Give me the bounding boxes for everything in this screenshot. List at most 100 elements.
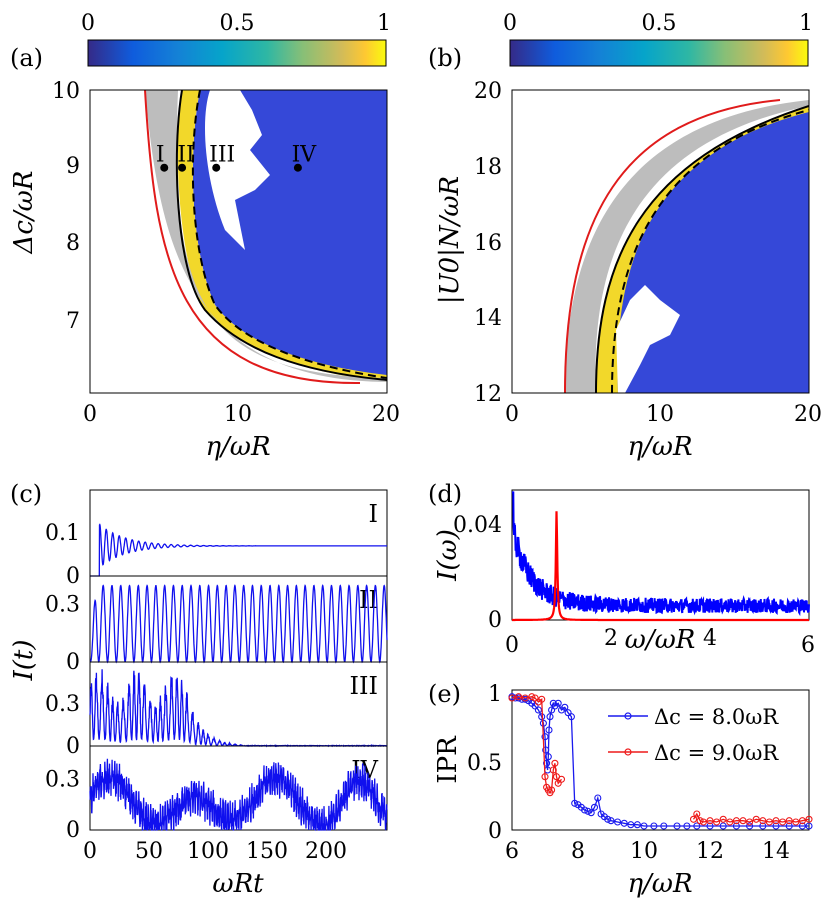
d-xtick-2: 2 bbox=[604, 626, 618, 651]
c-I-ytick-0: 0 bbox=[66, 564, 80, 589]
e-series-1-point bbox=[696, 817, 704, 825]
e-ytick-0: 0 bbox=[488, 819, 502, 844]
axes-a-frame bbox=[89, 89, 388, 394]
e-series-1-point bbox=[759, 817, 767, 825]
a-ytick-8: 8 bbox=[66, 231, 80, 256]
e-legend bbox=[599, 695, 805, 769]
e-series-0-point bbox=[546, 713, 554, 721]
heatmap-b bbox=[512, 90, 809, 393]
a-point-II bbox=[178, 163, 187, 172]
e-series-0-point bbox=[660, 822, 668, 830]
a-point-IV bbox=[293, 163, 302, 172]
b-ytick-12: 12 bbox=[474, 382, 502, 407]
e-series-0-point bbox=[594, 794, 602, 802]
a-point-I bbox=[160, 163, 169, 172]
e-series-1-point bbox=[515, 693, 523, 701]
c-xtick-50: 50 bbox=[135, 839, 163, 864]
c-III-ytick-1: 0.3 bbox=[45, 692, 80, 717]
e-series-1-point bbox=[548, 786, 556, 794]
panel-b: (b) 0 0.5 1 0 10 20 η/ωR 12 14 16 18 20 … bbox=[428, 11, 822, 462]
e-series-0-point bbox=[584, 807, 592, 815]
e-series-1-point bbox=[689, 815, 698, 823]
heatmap-a-white-island bbox=[205, 90, 270, 250]
e-series-1-point bbox=[739, 817, 747, 825]
e-xtick-6: 6 bbox=[505, 839, 519, 864]
axes-b-frame bbox=[511, 89, 810, 394]
e-series-1-point bbox=[765, 818, 773, 826]
e-series-0-point bbox=[746, 822, 754, 830]
heatmap-b-black-curve bbox=[595, 105, 809, 393]
panel-e-label: (e) bbox=[428, 680, 461, 708]
e-series-1-point bbox=[528, 693, 536, 701]
c-xtick-150: 150 bbox=[246, 839, 288, 864]
a-xtick-20: 20 bbox=[372, 402, 400, 427]
e-series-0-point bbox=[798, 822, 806, 830]
panel-b-label: (b) bbox=[428, 44, 462, 72]
e-series-0-point bbox=[620, 819, 628, 827]
d-ytick-0: 0 bbox=[488, 608, 502, 633]
c-series-III bbox=[89, 669, 388, 748]
b-xtick-20: 20 bbox=[794, 402, 822, 427]
e-series-0-point bbox=[785, 822, 793, 830]
c-subpanel-label-I: I bbox=[369, 500, 378, 528]
e-series-1-point bbox=[785, 817, 793, 825]
e-xtick-12: 12 bbox=[696, 839, 724, 864]
heatmap-b-red-curve bbox=[564, 99, 781, 393]
c-I-ytick-1: 0.1 bbox=[45, 521, 80, 546]
a-point-label-II: II bbox=[177, 143, 194, 168]
e-series-0-point bbox=[604, 815, 612, 823]
c-xtick-100: 100 bbox=[187, 839, 229, 864]
c-III-ytick-0: 0 bbox=[66, 734, 80, 759]
b-xlabel: η/ωR bbox=[627, 432, 692, 462]
c-IV-ytick-0: 0 bbox=[66, 818, 80, 843]
a-xlabel: η/ωR bbox=[205, 432, 270, 462]
a-ytick-7: 7 bbox=[66, 309, 80, 334]
b-ylabel: |U0|N/ωR bbox=[435, 176, 465, 304]
c-xlabel: ωRt bbox=[212, 869, 264, 899]
a-point-label-I: I bbox=[156, 143, 165, 168]
e-series-1-point bbox=[549, 766, 557, 774]
e-series-0-point bbox=[640, 822, 648, 830]
d-xtick-6: 6 bbox=[801, 633, 815, 658]
axes-e-frame bbox=[511, 689, 810, 831]
e-series-0-point bbox=[719, 822, 727, 830]
e-series-0-point bbox=[759, 822, 767, 830]
heatmap-b-dashed-curve bbox=[611, 109, 809, 393]
a-point-label-IV: IV bbox=[292, 143, 318, 168]
e-ylabel: IPR bbox=[433, 735, 463, 784]
b-ytick-14: 14 bbox=[474, 306, 502, 331]
c-IV-ytick-1: 0.3 bbox=[45, 768, 80, 793]
e-series-1-point bbox=[541, 773, 549, 781]
e-series-1-point bbox=[713, 818, 721, 826]
c-series-I bbox=[90, 523, 387, 577]
panel-a: (a) 0 0.5 1 0 10 20 η/ωR 7 8 9 10 Δc/ωR … bbox=[9, 11, 400, 462]
colorbar-a-tick-mid: 0.5 bbox=[220, 11, 255, 36]
b-ytick-20: 20 bbox=[474, 79, 502, 104]
e-ytick-1: 1 bbox=[488, 682, 502, 707]
d-series-chaotic bbox=[512, 491, 810, 617]
e-xtick-8: 8 bbox=[571, 839, 585, 864]
b-ytick-16: 16 bbox=[474, 231, 502, 256]
e-series-1-point bbox=[772, 817, 780, 825]
e-series-0-point bbox=[607, 817, 615, 825]
e-series-0-point bbox=[772, 822, 780, 830]
e-series-0-point bbox=[581, 806, 589, 814]
a-marked-points: I II III IV bbox=[156, 143, 317, 172]
panel-e: (e) 0 0.5 1 6 8 10 12 14 η/ωR IPR Δc = 8… bbox=[428, 680, 813, 899]
e-series-1-point bbox=[551, 759, 559, 767]
c-subpanel-I-frame bbox=[89, 489, 388, 577]
e-legend-label-1: Δc = 8.0ωR bbox=[654, 705, 779, 729]
c-xtick-200: 200 bbox=[305, 839, 347, 864]
e-series-1-point bbox=[726, 818, 734, 826]
colorbar-b-tick-0: 0 bbox=[503, 11, 517, 36]
a-point-III bbox=[212, 163, 221, 172]
e-series-1-point bbox=[732, 817, 740, 825]
c-series-II bbox=[89, 584, 388, 664]
c-subpanel-label-III: III bbox=[350, 672, 378, 700]
e-series-0-point bbox=[587, 809, 595, 817]
heatmap-b-white-island bbox=[616, 285, 680, 393]
heatmap-b-gray-band bbox=[565, 100, 809, 393]
e-series-1-point bbox=[538, 695, 546, 703]
